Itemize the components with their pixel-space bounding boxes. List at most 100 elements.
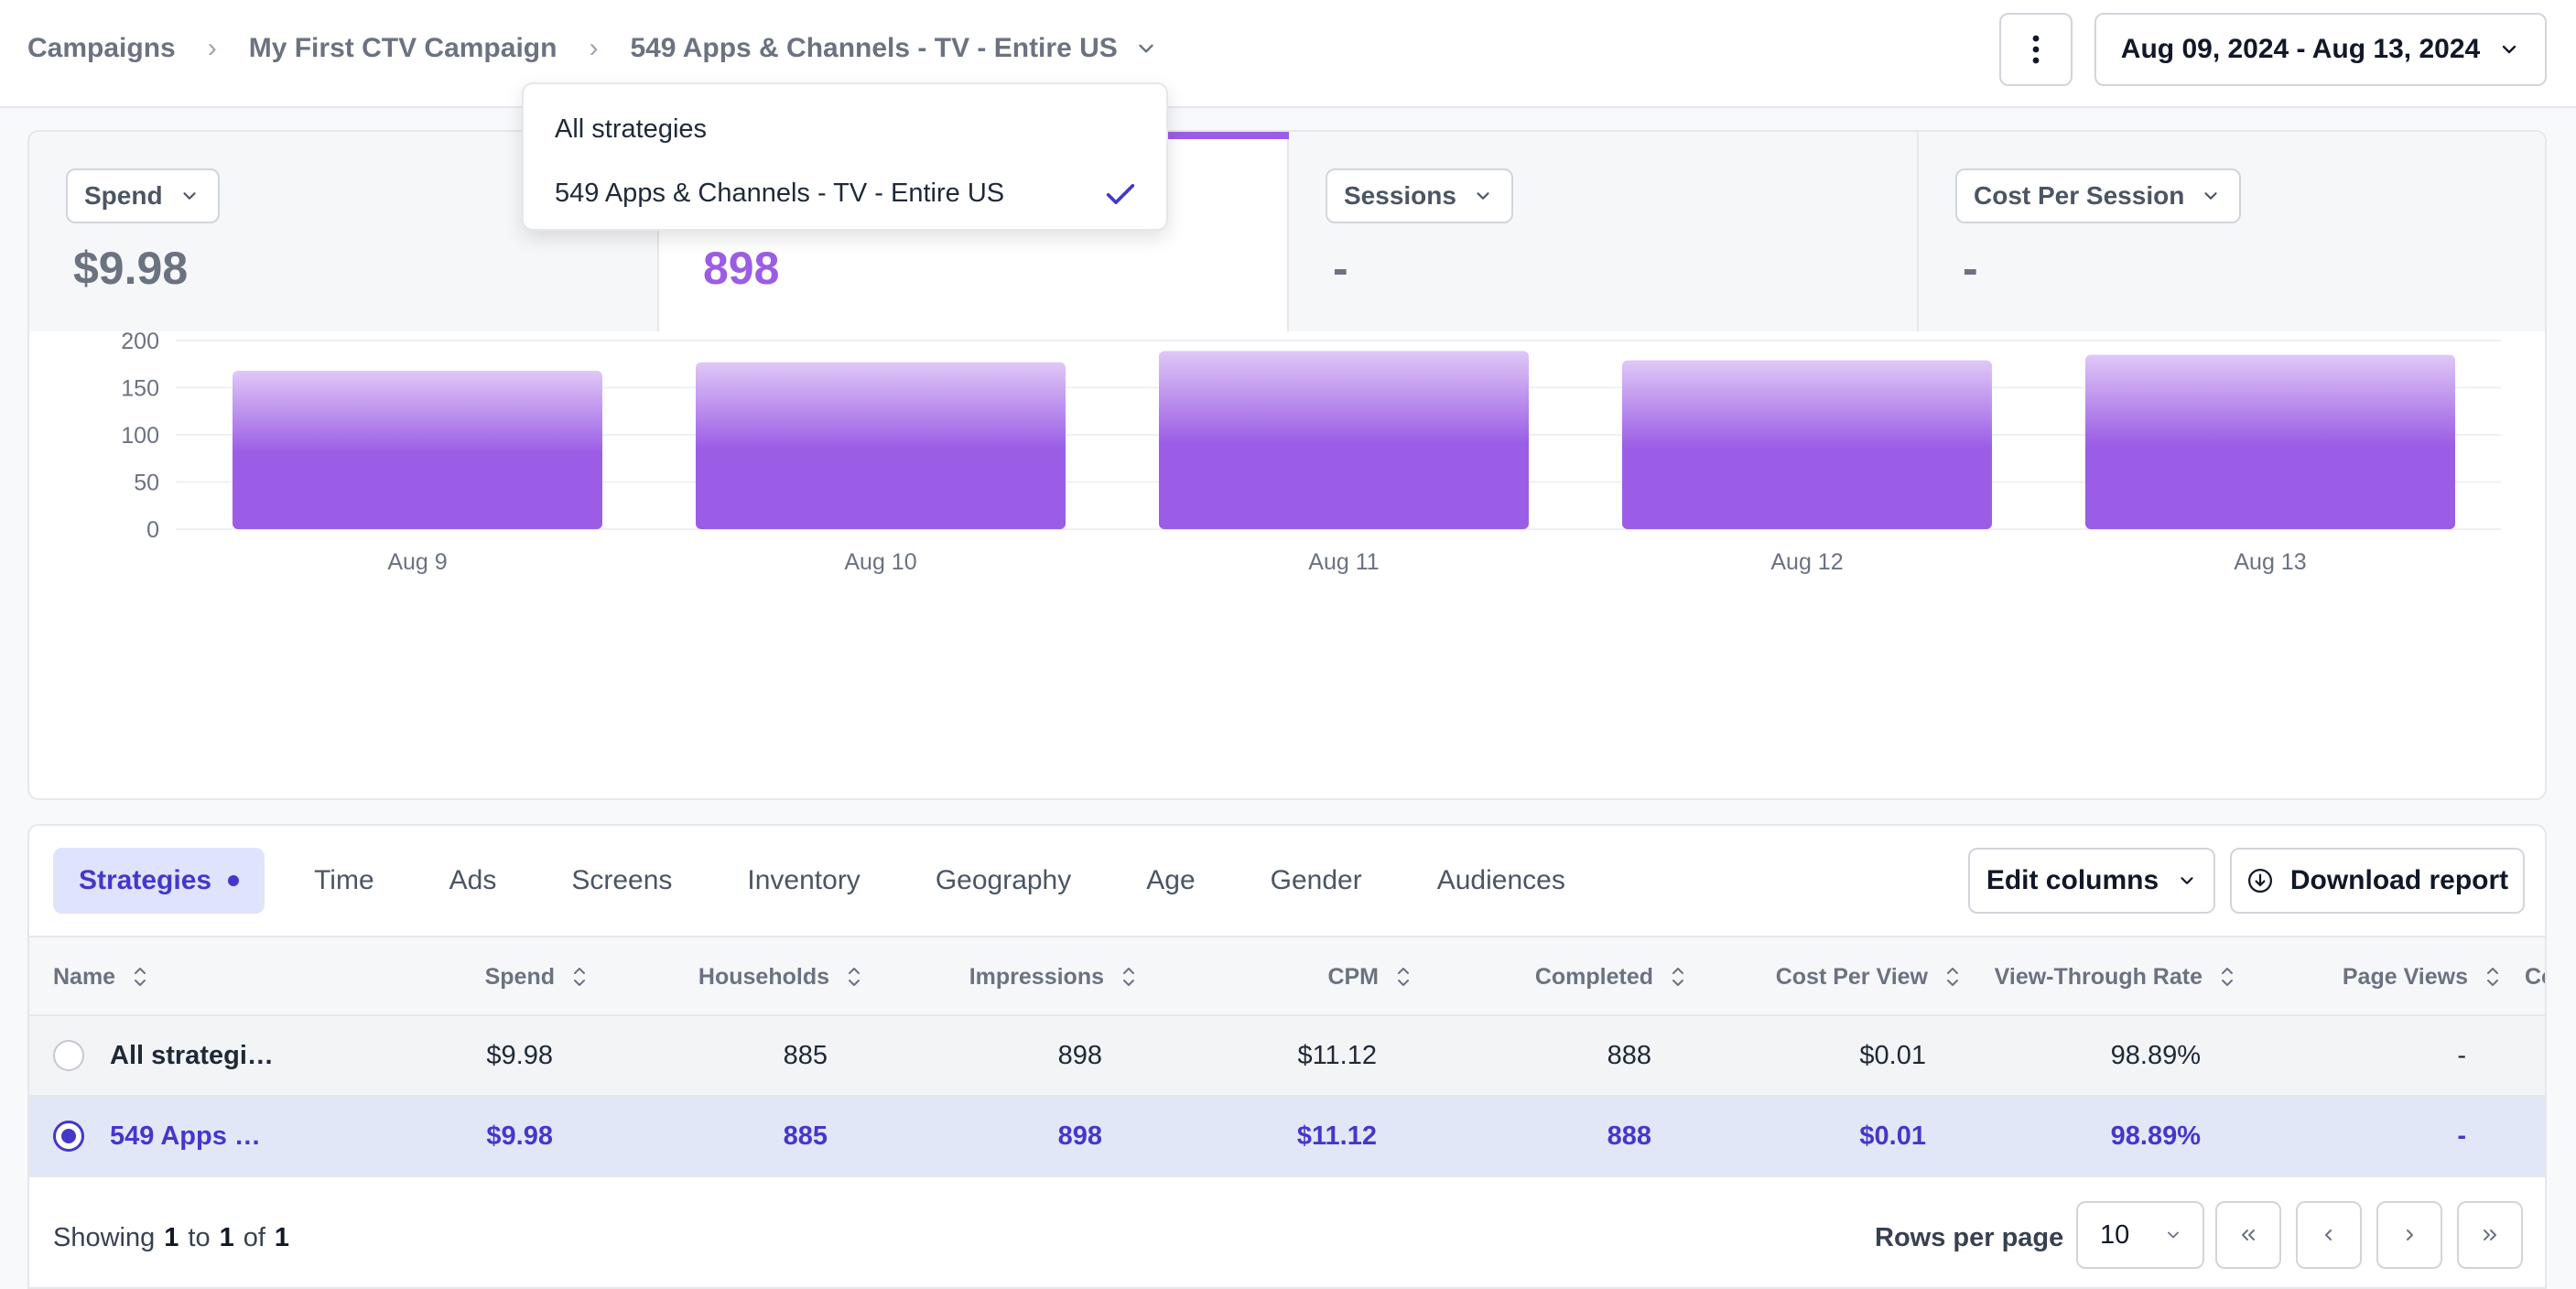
check-icon xyxy=(1106,184,1135,204)
column-header-name[interactable]: Name xyxy=(53,937,254,1016)
column-header-cpm[interactable]: CPM xyxy=(1146,937,1412,1016)
cell-cpm: $11.12 xyxy=(1296,1121,1377,1151)
column-header-label: Page Views xyxy=(2342,963,2468,990)
sort-icon xyxy=(135,968,146,986)
tab-ads[interactable]: Ads xyxy=(449,865,497,895)
showing-of-word: of xyxy=(243,1222,265,1252)
bar-aug-12[interactable] xyxy=(1622,360,1992,529)
cell-cost-per-view: $0.01 xyxy=(1859,1121,1926,1151)
tab-strategies[interactable]: Strategies xyxy=(53,848,265,914)
kebab-menu-icon xyxy=(2032,35,2040,64)
x-tick-label: Aug 13 xyxy=(2234,549,2306,575)
breadcrumb-campaign[interactable]: My First CTV Campaign xyxy=(248,33,557,63)
edit-columns-button[interactable]: Edit columns xyxy=(1968,848,2215,914)
column-header-label: CPM xyxy=(1327,963,1379,990)
tab-age[interactable]: Age xyxy=(1146,865,1196,895)
tab-inventory[interactable]: Inventory xyxy=(747,865,860,895)
row-radio[interactable] xyxy=(53,1040,84,1071)
strategy-dropdown-menu: All strategies 549 Apps & Channels - TV … xyxy=(522,82,1168,231)
y-tick-label: 100 xyxy=(121,423,159,449)
showing-total: 1 xyxy=(274,1222,290,1252)
metric-tiles: Spend $9.98 898 Sessions - Cost Per Sess… xyxy=(29,132,2545,331)
cell-page-views: - xyxy=(2457,1121,2466,1151)
download-report-label: Download report xyxy=(2289,865,2509,895)
chevron-down-icon xyxy=(2503,45,2516,54)
column-header-page-views[interactable]: Page Views xyxy=(2235,937,2501,1016)
dropdown-option-all-strategies[interactable]: All strategies xyxy=(555,114,708,144)
metrics-chart-card: Spend $9.98 898 Sessions - Cost Per Sess… xyxy=(27,130,2547,800)
row-name-cell: All strategi… xyxy=(110,1040,274,1070)
rows-per-page-select[interactable]: 10 xyxy=(2076,1201,2204,1269)
breadcrumb-strategy-dropdown[interactable]: 549 Apps & Channels - TV - Entire US xyxy=(630,33,1157,64)
column-header-co[interactable]: Co xyxy=(2525,937,2545,1016)
metric-selector[interactable]: Sessions xyxy=(1326,168,1513,223)
bar-chart: 200 150 100 50 0 Aug 9 Aug 10 Aug 11 Aug 12 Aug 1… xyxy=(29,331,2545,798)
column-header-label: Name xyxy=(53,963,116,990)
sort-icon xyxy=(1123,968,1134,986)
cell-cost-per-view: $0.01 xyxy=(1859,1040,1926,1070)
report-tabs: Strategies Time Ads Screens Inventory Ge… xyxy=(53,848,1615,914)
bar-aug-11[interactable] xyxy=(1159,351,1529,529)
chevron-left-icon xyxy=(2325,1229,2332,1240)
table-row[interactable]: 549 Apps … $9.98 885 898 $11.12 888 $0.01 98.89… xyxy=(29,1097,2545,1177)
column-header-impressions[interactable]: Impressions xyxy=(871,937,1137,1016)
tab-time[interactable]: Time xyxy=(314,865,374,895)
table-row[interactable]: All strategi… $9.98 885 898 $11.12 888 $0.01 98… xyxy=(29,1016,2545,1097)
metric-selector[interactable]: Cost Per Session xyxy=(1955,168,2242,223)
sort-icon xyxy=(574,968,585,986)
column-header-spend[interactable]: Spend xyxy=(258,937,588,1016)
cell-page-views: - xyxy=(2457,1040,2466,1070)
bar-aug-10[interactable] xyxy=(696,362,1066,529)
breadcrumb-campaigns[interactable]: Campaigns xyxy=(27,33,176,63)
more-options-button[interactable] xyxy=(1999,13,2073,86)
chevron-down-icon xyxy=(182,192,196,200)
download-report-button[interactable]: Download report xyxy=(2230,848,2525,914)
bar-aug-13[interactable] xyxy=(2085,354,2455,529)
tab-screens[interactable]: Screens xyxy=(571,865,673,895)
first-page-button[interactable] xyxy=(2215,1201,2281,1269)
date-range-picker[interactable]: Aug 09, 2024 - Aug 13, 2024 xyxy=(2094,13,2547,86)
chevron-right-icon xyxy=(2407,1229,2413,1240)
sort-icon xyxy=(1672,968,1683,986)
metric-label: Sessions xyxy=(1344,181,1456,210)
column-header-households[interactable]: Households xyxy=(597,937,862,1016)
metric-tile-cost-per-session[interactable]: Cost Per Session - xyxy=(1919,132,2545,331)
sort-icon xyxy=(1947,968,1958,986)
showing-to: 1 xyxy=(219,1222,234,1252)
cell-view-through-rate: 98.89% xyxy=(2110,1121,2201,1151)
row-radio[interactable] xyxy=(53,1121,84,1152)
metric-value: - xyxy=(1333,243,1348,294)
column-header-label: Cost Per View xyxy=(1775,963,1928,990)
tab-geography[interactable]: Geography xyxy=(935,865,1072,895)
sort-icon xyxy=(1398,968,1409,986)
edit-columns-label: Edit columns xyxy=(1986,865,2159,895)
next-page-button[interactable] xyxy=(2376,1201,2442,1269)
dropdown-option-strategy[interactable]: 549 Apps & Channels - TV - Entire US xyxy=(555,178,1005,208)
tab-audiences[interactable]: Audiences xyxy=(1436,865,1565,895)
bar-aug-9[interactable] xyxy=(233,370,602,529)
x-tick-label: Aug 12 xyxy=(1770,549,1843,575)
chevron-down-icon xyxy=(2204,192,2217,200)
chevron-right-icon: › xyxy=(589,33,599,63)
showing-from: 1 xyxy=(164,1222,179,1252)
column-header-cost-per-view[interactable]: Cost Per View xyxy=(1695,937,1961,1016)
x-tick-label: Aug 9 xyxy=(387,549,447,575)
tab-gender[interactable]: Gender xyxy=(1270,865,1362,895)
y-tick-label: 150 xyxy=(121,376,159,402)
chevrons-right-icon xyxy=(2484,1229,2496,1240)
column-header-label: Households xyxy=(698,963,829,990)
previous-page-button[interactable] xyxy=(2296,1201,2362,1269)
metric-tile-sessions[interactable]: Sessions - xyxy=(1289,132,1919,331)
report-table-card: Strategies Time Ads Screens Inventory Ge… xyxy=(27,824,2547,1289)
row-name-cell: 549 Apps … xyxy=(110,1121,261,1151)
last-page-button[interactable] xyxy=(2457,1201,2523,1269)
metric-selector[interactable]: Spend xyxy=(66,168,220,223)
chevron-right-icon: › xyxy=(207,33,217,63)
cell-cpm: $11.12 xyxy=(1297,1040,1377,1070)
sort-icon xyxy=(849,968,860,986)
column-header-view-through-rate[interactable]: View-Through Rate xyxy=(1970,937,2235,1016)
column-header-completed[interactable]: Completed xyxy=(1421,937,1686,1016)
chevron-down-icon xyxy=(1139,44,1153,53)
rows-per-page-label: Rows per page xyxy=(1875,1222,2064,1252)
cell-completed: 888 xyxy=(1607,1040,1651,1070)
